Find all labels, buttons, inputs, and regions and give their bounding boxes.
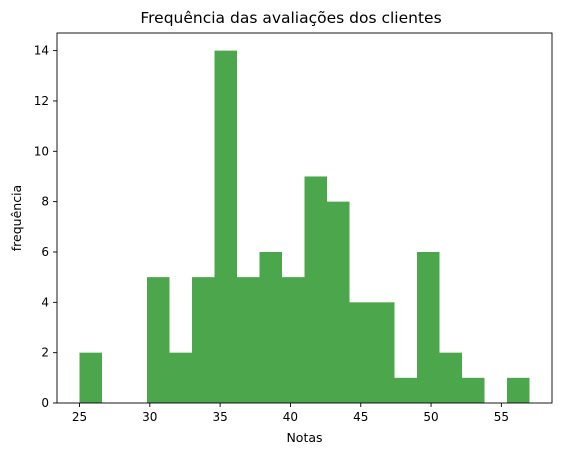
chart-title: Frequência das avaliações dos clientes <box>140 9 441 27</box>
x-tick-label-3: 40 <box>283 410 298 424</box>
histogram-bar-19 <box>507 377 530 403</box>
histogram-bar-14 <box>394 377 417 403</box>
plot-frame <box>56 32 553 404</box>
histogram-bar-6 <box>214 50 237 403</box>
y-tick-label-5: 10 <box>34 144 49 158</box>
y-tick-label-7: 14 <box>34 44 49 58</box>
x-tick-label-4: 45 <box>353 410 368 424</box>
histogram-bar-3 <box>147 277 170 403</box>
ticks-layer: 25 30 35 40 45 50 55 0 2 4 6 8 10 12 14 <box>34 44 509 424</box>
histogram-bar-15 <box>417 251 440 403</box>
histogram-bar-4 <box>169 352 192 403</box>
y-tick-label-4: 8 <box>41 195 49 209</box>
y-tick-label-1: 2 <box>41 346 49 360</box>
histogram-bar-13 <box>372 302 395 403</box>
histogram-bar-12 <box>349 302 372 403</box>
histogram-bar-7 <box>237 277 260 403</box>
y-tick-label-0: 0 <box>41 396 49 410</box>
histogram-bar-16 <box>439 352 462 403</box>
y-axis-label: frequência <box>9 185 24 251</box>
x-axis-label: Notas <box>286 430 322 445</box>
bars-layer <box>79 50 530 403</box>
histogram-bar-10 <box>304 176 327 403</box>
histogram-bar-11 <box>327 201 350 403</box>
histogram-bar-0 <box>79 352 102 403</box>
histogram-bar-5 <box>192 277 215 403</box>
histogram-bar-8 <box>259 251 282 403</box>
y-tick-label-2: 4 <box>41 295 49 309</box>
x-tick-label-5: 50 <box>423 410 438 424</box>
x-tick-label-6: 55 <box>494 410 509 424</box>
x-tick-label-2: 35 <box>212 410 227 424</box>
y-tick-label-6: 12 <box>34 94 49 108</box>
x-tick-label-1: 30 <box>142 410 157 424</box>
x-tick-label-0: 25 <box>72 410 87 424</box>
histogram-bar-17 <box>462 377 485 403</box>
histogram-bar-9 <box>282 277 305 403</box>
y-tick-label-3: 6 <box>41 245 49 259</box>
